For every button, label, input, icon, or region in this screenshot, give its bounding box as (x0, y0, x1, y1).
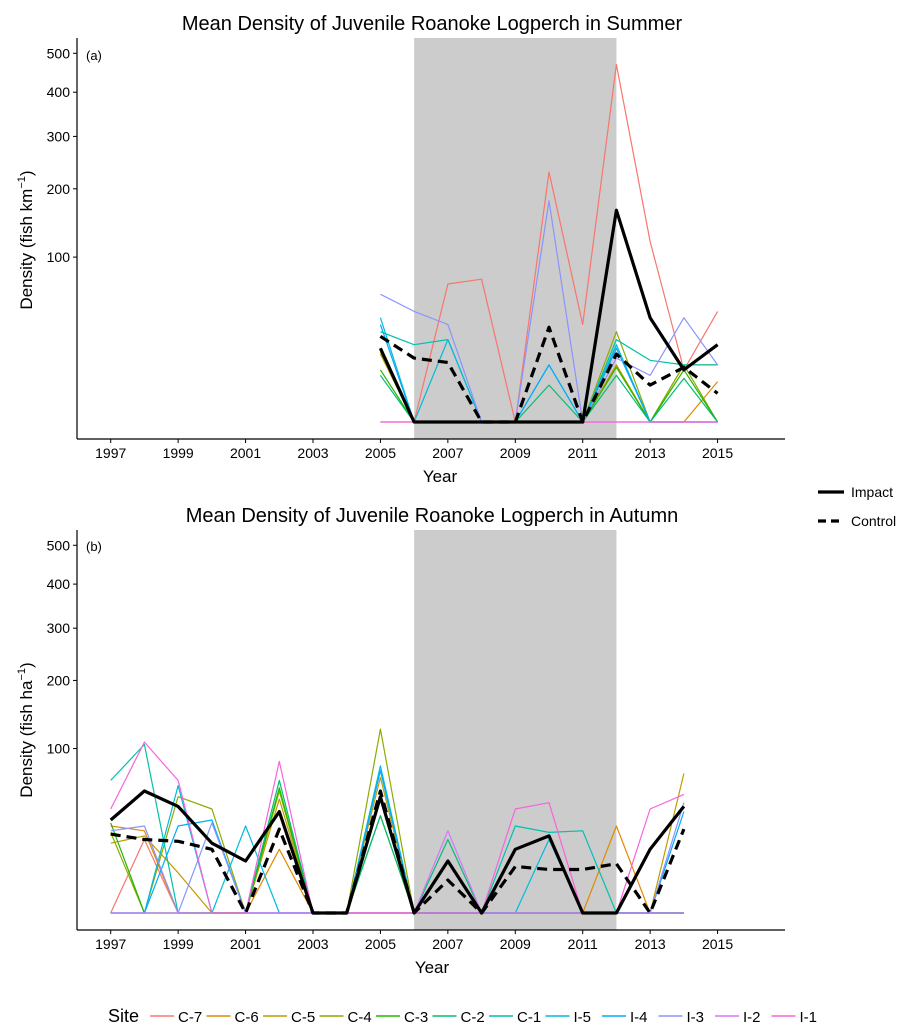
panel-a-x-tick-label: 2011 (568, 445, 598, 461)
site-legend-label-c-2: C-2 (461, 1009, 485, 1026)
site-legend-label-c-1: C-1 (517, 1009, 541, 1026)
panel-a-y-tick-label: 200 (47, 181, 71, 197)
panel-b-x-tick-label: 1999 (163, 936, 194, 952)
panel-b-x-tick-label: 2009 (500, 936, 531, 952)
site-legend: Site C-7 C-6 C-5 C-4 C-3 C-2 C-1 I-5 I-4 I-3 I-2 I-… (108, 1006, 817, 1026)
panel-b-x-tick-label: 2011 (568, 936, 598, 952)
site-legend-label-c-4: C-4 (348, 1009, 372, 1026)
panel-a-ylabel-exponent: −1 (16, 176, 28, 189)
site-legend-label-i-3: I-3 (687, 1009, 705, 1026)
panel-a-x-tick-label: 2015 (702, 445, 733, 461)
panel-a-y-tick-label: 400 (47, 84, 71, 100)
panel-b-series-control (110, 789, 686, 915)
site-legend-label-i-5: I-5 (574, 1009, 592, 1026)
panel-b-y-tick-label: 100 (47, 741, 71, 757)
panel-b-title: Mean Density of Juvenile Roanoke Logperc… (186, 505, 679, 527)
panel-b-x-tick-label: 2015 (702, 936, 733, 952)
panel-a-x-tick-label: 1997 (95, 445, 126, 461)
site-legend-label-i-2: I-2 (743, 1009, 761, 1026)
panel-b-y-tick-label: 200 (47, 672, 71, 688)
panel-a-x-tick-label: 2005 (365, 445, 396, 461)
panel-a-x-tick-label: 1999 (163, 445, 194, 461)
panel-a-series-impact (378, 208, 719, 424)
panel-b-y-tick-label: 500 (47, 537, 71, 553)
panel-b-ylabel-exponent: −1 (16, 668, 28, 681)
panel-a-series-i-3 (380, 200, 719, 423)
panel-a-y-tick-label: 100 (47, 249, 71, 265)
site-legend-label-c-7: C-7 (178, 1009, 202, 1026)
panel-a-ylabel: Density (fish km−1) (16, 170, 36, 309)
panel-a-x-tick-label: 2013 (635, 445, 666, 461)
panel-b-y-tick-label: 400 (47, 576, 71, 592)
panel-a-shaded-period (414, 38, 617, 439)
panel-a-xlabel: Year (423, 467, 458, 486)
site-legend-label-i-4: I-4 (630, 1009, 648, 1026)
panel-b-y-tick-label: 300 (47, 620, 71, 636)
panel-b-x-tick-label: 2007 (432, 936, 463, 952)
site-legend-label-i-1: I-1 (800, 1009, 818, 1026)
panel-a-plot: 100 200 300 400 500 1997 1999 2001 2003 2005 2007 2… (47, 38, 785, 461)
site-legend-label-c-3: C-3 (404, 1009, 428, 1026)
site-legend-title: Site (108, 1006, 139, 1026)
panel-a-label: (a) (86, 48, 102, 63)
site-legend-label-c-6: C-6 (235, 1009, 259, 1026)
panel-a-ylabel-main: Density (fish km (17, 189, 36, 310)
panel-a-y-tick-label: 500 (47, 45, 71, 61)
line-type-legend: Impact Control (818, 484, 896, 529)
panel-a-x-tick-label: 2001 (230, 445, 261, 461)
panel-a-y-tick-label: 300 (47, 128, 71, 144)
panel-b-x-tick-label: 2003 (297, 936, 328, 952)
panel-b-xlabel: Year (415, 958, 450, 977)
panel-b-x-tick-label: 2013 (635, 936, 666, 952)
panel-b-label: (b) (86, 539, 102, 554)
panel-a-x-tick-label: 2003 (297, 445, 328, 461)
panel-a-x-tick-label: 2007 (432, 445, 463, 461)
panel-b-x-tick-label: 1997 (95, 936, 126, 952)
panel-b-ylabel-close: ) (17, 662, 36, 668)
panel-b-ylabel-main: Density (fish ha (17, 680, 36, 798)
line-legend-label-impact: Impact (851, 484, 893, 500)
panel-b-ylabel: Density (fish ha−1) (16, 662, 36, 797)
panel-a-series-c-7 (380, 63, 719, 423)
panel-a-series-control (379, 325, 719, 424)
panel-a-ylabel-close: ) (17, 170, 36, 176)
site-legend-label-c-5: C-5 (291, 1009, 315, 1026)
panel-b-plot: 100 200 300 400 500 1997 1999 2001 2003 2005 2007 2… (47, 530, 785, 952)
panel-b-x-tick-label: 2001 (230, 936, 261, 952)
panel-a-x-tick-label: 2009 (500, 445, 531, 461)
panel-b-x-tick-label: 2005 (365, 936, 396, 952)
panel-a-title: Mean Density of Juvenile Roanoke Logperc… (182, 13, 683, 35)
line-legend-label-control: Control (851, 513, 896, 529)
